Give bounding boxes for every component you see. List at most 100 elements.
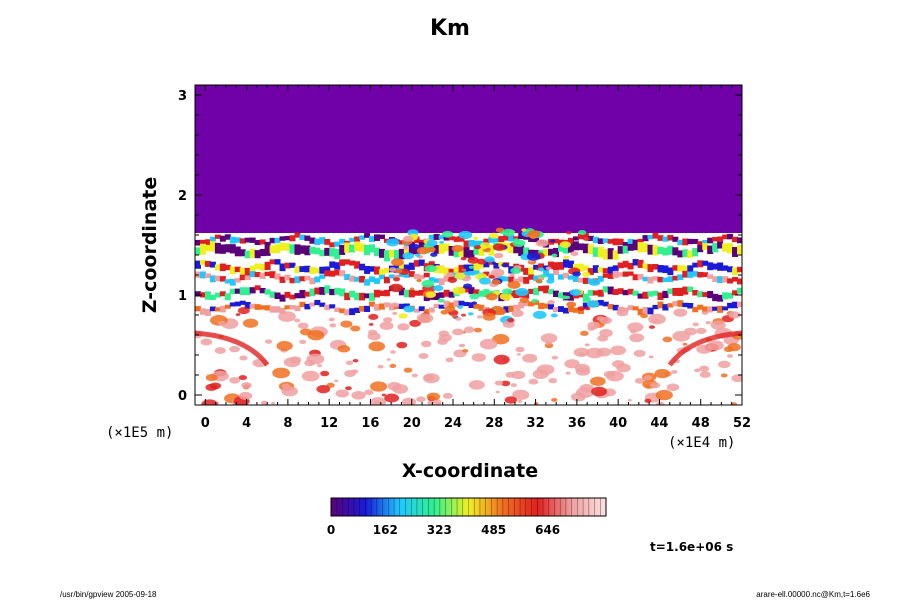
heatmap-cell	[637, 242, 644, 253]
heatmap-cell	[463, 247, 470, 258]
heatmap-cell	[319, 274, 326, 279]
heatmap-cell	[314, 267, 321, 274]
heatmap-blob	[492, 243, 506, 251]
heatmap-blob	[205, 383, 218, 391]
heatmap-cell	[219, 263, 226, 272]
heatmap-cell	[682, 249, 689, 258]
heatmap-cell	[473, 263, 480, 272]
heatmap-blob	[720, 373, 728, 378]
heatmap-cell	[687, 265, 694, 274]
heatmap-blob	[364, 389, 374, 396]
heatmap-cell	[349, 308, 356, 316]
heatmap-cell	[339, 244, 346, 255]
heatmap-blob	[345, 360, 354, 366]
heatmap-blob	[484, 256, 495, 263]
heatmap-cell	[229, 302, 236, 307]
y-axis-label: Z-coordinate	[139, 176, 161, 314]
heatmap-cell	[697, 260, 704, 268]
heatmap-cell	[329, 242, 336, 248]
heatmap-cell	[249, 248, 256, 258]
heatmap-cell	[299, 234, 306, 241]
heatmap-cell	[324, 238, 331, 245]
heatmap-blob	[430, 252, 438, 257]
heatmap-cell	[195, 260, 201, 269]
heatmap-cell	[558, 274, 564, 280]
heatmap-cell	[468, 270, 475, 276]
x-tick-label: 52	[733, 416, 751, 431]
heatmap-blob	[445, 272, 455, 278]
heatmap-cell	[667, 267, 674, 276]
heatmap-cell	[428, 277, 435, 282]
heatmap-cell	[657, 265, 664, 273]
heatmap-cell	[627, 243, 634, 251]
heatmap-blob	[502, 228, 515, 237]
heatmap-blob	[515, 287, 529, 297]
y-tick: 1	[178, 289, 742, 304]
heatmap-cell	[349, 260, 356, 266]
heatmap-cell	[209, 236, 216, 242]
heatmap-cell	[562, 242, 569, 254]
heatmap-cell	[354, 307, 361, 313]
heatmap-blob	[345, 386, 352, 391]
heatmap-blob	[540, 333, 558, 344]
heatmap-blob	[455, 317, 462, 321]
heatmap-blob	[433, 285, 444, 292]
heatmap-cell	[687, 271, 694, 278]
heatmap-cell	[528, 267, 535, 276]
heatmap-cell	[692, 248, 699, 257]
heatmap-blob	[599, 329, 613, 338]
heatmap-blob	[239, 355, 248, 361]
heatmap-cell	[289, 244, 296, 254]
heatmap-cell	[463, 240, 470, 248]
heatmap-cell	[562, 272, 569, 279]
heatmap-cell	[418, 289, 425, 296]
heatmap-blob	[539, 274, 547, 279]
heatmap-cell	[503, 276, 510, 282]
heatmap-cell	[597, 289, 604, 297]
heatmap-cell	[403, 248, 410, 256]
heatmap-blob	[564, 295, 571, 300]
heatmap-cell	[289, 294, 296, 300]
heatmap-cell	[682, 302, 689, 308]
heatmap-cell	[637, 308, 644, 316]
heatmap-blob	[424, 264, 437, 273]
heatmap-cell	[408, 262, 415, 270]
heatmap-blob	[458, 230, 473, 240]
heatmap-cell	[428, 261, 435, 268]
heatmap-cell	[697, 291, 704, 298]
heatmap-cell	[264, 271, 271, 277]
heatmap-cell	[294, 265, 301, 273]
heatmap-blob	[414, 253, 421, 257]
heatmap-blob	[517, 399, 523, 403]
x-tick: 28	[485, 85, 503, 431]
heatmap-cell	[587, 235, 594, 241]
heatmap-cell	[602, 301, 609, 307]
heatmap-cell	[597, 267, 604, 273]
heatmap-blob	[307, 330, 325, 341]
heatmap-cell	[408, 271, 415, 277]
heatmap-cell	[707, 274, 714, 279]
heatmap-cell	[279, 276, 286, 283]
heatmap-cell	[378, 234, 385, 240]
footer-version: arare-ell.00000.nc@Km,t=1.6e6	[756, 590, 870, 599]
heatmap-cell	[553, 247, 560, 258]
y-axis-scale-note: (×1E5 m)	[106, 425, 174, 441]
heatmap-cell	[329, 261, 336, 268]
heatmap-cell	[567, 260, 574, 269]
x-tick: 16	[361, 85, 379, 431]
heatmap-cell	[398, 248, 405, 260]
heatmap-cell	[324, 266, 331, 273]
heatmap-blob	[351, 391, 366, 400]
heatmap-cell	[299, 301, 306, 308]
heatmap-cell	[632, 239, 639, 245]
heatmap-cell	[438, 243, 445, 254]
heatmap-blob	[512, 239, 526, 247]
heatmap-cell	[463, 271, 470, 279]
heatmap-cell	[727, 292, 734, 299]
colorbar-tick-label: 485	[481, 523, 506, 537]
heatmap-cell	[587, 268, 594, 276]
heatmap-blob	[471, 353, 486, 362]
heatmap-blob	[473, 327, 482, 333]
heatmap-blob	[510, 267, 522, 274]
heatmap-blob	[458, 343, 466, 348]
